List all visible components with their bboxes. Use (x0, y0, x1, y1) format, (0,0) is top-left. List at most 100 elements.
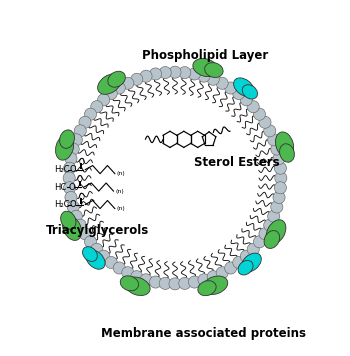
Circle shape (253, 108, 266, 120)
Ellipse shape (241, 253, 261, 272)
Circle shape (70, 134, 82, 146)
Text: O: O (70, 200, 76, 209)
Text: O: O (77, 175, 83, 184)
Circle shape (159, 277, 171, 289)
Circle shape (268, 134, 280, 146)
Circle shape (253, 236, 266, 248)
Circle shape (67, 143, 79, 155)
Circle shape (271, 143, 283, 155)
Circle shape (216, 267, 228, 279)
Circle shape (188, 68, 201, 80)
Text: (n): (n) (117, 171, 126, 176)
Text: O: O (78, 158, 84, 167)
Circle shape (131, 271, 143, 283)
Circle shape (240, 250, 252, 262)
Circle shape (64, 182, 76, 194)
Circle shape (264, 125, 276, 137)
Ellipse shape (203, 276, 228, 294)
Circle shape (271, 201, 283, 213)
Circle shape (207, 271, 219, 283)
Circle shape (169, 278, 181, 290)
Circle shape (225, 262, 237, 274)
Circle shape (169, 66, 181, 78)
Circle shape (159, 67, 171, 79)
Circle shape (79, 116, 91, 128)
Circle shape (273, 152, 285, 164)
Circle shape (67, 201, 79, 213)
Ellipse shape (275, 132, 294, 157)
Ellipse shape (98, 74, 121, 94)
Circle shape (84, 108, 97, 120)
Circle shape (140, 274, 152, 286)
Ellipse shape (205, 63, 223, 78)
Circle shape (79, 228, 91, 240)
Ellipse shape (193, 58, 218, 77)
Circle shape (113, 82, 125, 94)
Circle shape (240, 94, 252, 106)
Circle shape (247, 243, 259, 255)
Circle shape (179, 277, 191, 289)
Circle shape (64, 162, 76, 174)
Circle shape (65, 192, 77, 204)
Circle shape (259, 228, 271, 240)
Circle shape (225, 82, 237, 94)
Circle shape (74, 125, 86, 137)
Circle shape (149, 276, 162, 288)
Circle shape (63, 172, 75, 184)
Circle shape (98, 94, 110, 106)
Circle shape (259, 116, 271, 128)
Text: HC: HC (54, 183, 66, 192)
Circle shape (268, 210, 280, 222)
Circle shape (275, 172, 287, 184)
Text: H₂C: H₂C (54, 165, 70, 174)
Ellipse shape (264, 231, 280, 248)
Ellipse shape (242, 85, 258, 99)
Text: Sterol Esters: Sterol Esters (194, 156, 280, 169)
Ellipse shape (83, 247, 97, 261)
Circle shape (91, 101, 103, 113)
Ellipse shape (61, 211, 76, 229)
Circle shape (233, 88, 245, 100)
Circle shape (207, 73, 219, 85)
Circle shape (98, 250, 110, 262)
Circle shape (122, 267, 134, 279)
Circle shape (140, 70, 152, 82)
Circle shape (233, 256, 245, 268)
Circle shape (131, 73, 143, 85)
Circle shape (65, 152, 77, 164)
Circle shape (70, 210, 82, 222)
Text: (n): (n) (117, 206, 126, 211)
Circle shape (179, 67, 191, 79)
Text: O: O (70, 165, 76, 174)
Ellipse shape (85, 250, 105, 269)
Circle shape (84, 236, 97, 248)
Circle shape (105, 88, 117, 100)
Ellipse shape (238, 260, 253, 275)
Circle shape (274, 162, 286, 174)
Circle shape (122, 77, 134, 89)
Circle shape (274, 182, 286, 194)
Text: Phospholipid Layer: Phospholipid Layer (142, 49, 268, 62)
Ellipse shape (108, 71, 125, 87)
Circle shape (247, 101, 259, 113)
Circle shape (216, 77, 228, 89)
Circle shape (188, 276, 201, 288)
Text: Triacylglycerols: Triacylglycerols (46, 224, 149, 237)
Ellipse shape (120, 276, 139, 291)
Ellipse shape (60, 130, 75, 148)
Circle shape (113, 262, 125, 274)
Circle shape (198, 70, 210, 82)
Circle shape (91, 243, 103, 255)
Ellipse shape (233, 78, 254, 96)
Ellipse shape (280, 144, 294, 162)
Text: O: O (68, 183, 75, 192)
Text: Membrane associated proteins: Membrane associated proteins (101, 327, 306, 340)
Circle shape (149, 68, 162, 80)
Text: H₂C: H₂C (54, 200, 70, 209)
Ellipse shape (125, 277, 150, 295)
Ellipse shape (266, 220, 286, 244)
Circle shape (74, 219, 86, 231)
Circle shape (198, 274, 210, 286)
Text: O: O (78, 193, 84, 201)
Circle shape (264, 219, 276, 231)
